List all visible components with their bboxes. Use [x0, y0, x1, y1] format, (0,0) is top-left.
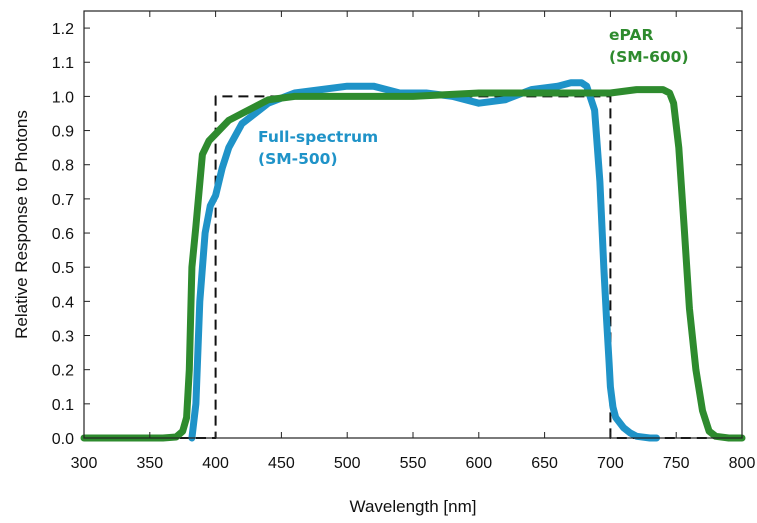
- x-tick-label: 400: [202, 455, 229, 472]
- annotation-epar-line-2: (SM-600): [609, 48, 689, 66]
- y-tick-label: 1.0: [52, 89, 74, 106]
- y-tick-label: 0.8: [52, 158, 74, 175]
- x-tick-label: 700: [597, 455, 624, 472]
- y-tick-label: 1.1: [52, 55, 74, 72]
- y-tick-label: 0.5: [52, 260, 74, 277]
- y-axis-title: Relative Response to Photons: [12, 110, 31, 339]
- series-line-epar: [80, 86, 746, 442]
- x-tick-label: 350: [136, 455, 163, 472]
- x-tick-label: 800: [729, 455, 756, 472]
- y-tick-label: 0.1: [52, 397, 74, 414]
- y-tick-label: 1.2: [52, 21, 74, 38]
- annotation-full-spectrum-line-2: (SM-500): [258, 150, 338, 168]
- series-annotations: ePAR (SM-600) Full-spectrum (SM-500): [258, 26, 689, 168]
- plot-background: [84, 11, 742, 438]
- annotation-full-spectrum-line-1: Full-spectrum: [258, 128, 378, 146]
- annotation-epar-line-1: ePAR: [609, 26, 653, 44]
- y-tick-label: 0.6: [52, 226, 74, 243]
- x-tick-label: 300: [71, 455, 98, 472]
- x-tick-label: 450: [268, 455, 295, 472]
- series-layer: [80, 79, 746, 442]
- series-line-full-spectrum: [188, 79, 660, 442]
- y-tick-label: 0.7: [52, 192, 74, 209]
- x-tick-label: 550: [400, 455, 427, 472]
- y-axis: 0.0 0.1 0.2 0.3 0.4 0.5 0.6 0.7 0.8 0.9 1.0 1.1 1.2: [52, 21, 742, 448]
- x-axis: 300 350 400 450 500 550 600 650 700 750 800: [71, 11, 756, 472]
- y-tick-label: 0.4: [52, 294, 74, 311]
- x-tick-label: 500: [334, 455, 361, 472]
- x-tick-label: 600: [465, 455, 492, 472]
- x-tick-label: 650: [531, 455, 558, 472]
- x-axis-title: Wavelength [nm]: [350, 497, 477, 516]
- y-tick-label: 0.9: [52, 124, 74, 141]
- y-tick-label: 0.2: [52, 363, 74, 380]
- y-tick-label: 0.3: [52, 329, 74, 346]
- plot-area: [84, 11, 742, 438]
- y-tick-label: 0.0: [52, 431, 74, 448]
- x-tick-label: 750: [663, 455, 690, 472]
